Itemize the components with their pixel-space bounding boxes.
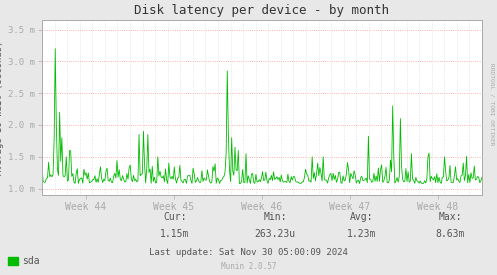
Text: Avg:: Avg:	[350, 212, 374, 222]
Y-axis label: Average IO Wait (seconds): Average IO Wait (seconds)	[0, 40, 4, 175]
Text: 1.15m: 1.15m	[161, 229, 190, 239]
Text: RRDTOOL / TOBI OETIKER: RRDTOOL / TOBI OETIKER	[490, 63, 495, 146]
Text: sda: sda	[22, 256, 40, 266]
Text: Munin 2.0.57: Munin 2.0.57	[221, 262, 276, 271]
Text: Max:: Max:	[438, 212, 462, 222]
Text: 1.23m: 1.23m	[347, 229, 377, 239]
Text: 263.23u: 263.23u	[254, 229, 296, 239]
Text: Min:: Min:	[263, 212, 287, 222]
Text: Cur:: Cur:	[163, 212, 187, 222]
Title: Disk latency per device - by month: Disk latency per device - by month	[135, 4, 390, 17]
Text: Last update: Sat Nov 30 05:00:09 2024: Last update: Sat Nov 30 05:00:09 2024	[149, 248, 348, 257]
Text: 8.63m: 8.63m	[435, 229, 465, 239]
